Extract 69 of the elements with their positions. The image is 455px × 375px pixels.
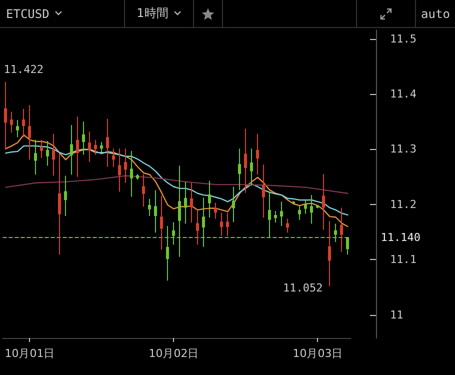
y-tick-label: 11.4 bbox=[390, 88, 417, 101]
candlestick bbox=[70, 124, 73, 176]
candlestick bbox=[310, 194, 313, 224]
candlestick bbox=[250, 148, 253, 186]
candlestick bbox=[190, 182, 193, 224]
candlestick bbox=[124, 148, 127, 184]
candlestick bbox=[220, 212, 223, 236]
candlestick bbox=[106, 118, 109, 168]
y-tick-label: 11 bbox=[390, 308, 404, 322]
candlestick bbox=[142, 174, 145, 208]
x-tick-label: 10月02日 bbox=[148, 347, 199, 360]
candlestick bbox=[76, 116, 79, 178]
candlestick bbox=[316, 204, 319, 209]
text: ETCUSD bbox=[5, 6, 50, 20]
candlestick bbox=[88, 131, 91, 162]
candlestick bbox=[196, 209, 199, 246]
y-tick-label: 11.1 bbox=[390, 253, 416, 266]
line-series bbox=[5, 134, 348, 228]
candlestick bbox=[274, 210, 277, 224]
candlestick bbox=[4, 81, 7, 150]
text: auto bbox=[420, 6, 451, 20]
candlestick bbox=[184, 181, 187, 224]
candlestick bbox=[118, 148, 121, 192]
line-series bbox=[5, 175, 348, 194]
candlestick bbox=[94, 139, 97, 156]
candlestick bbox=[148, 198, 151, 217]
candlestick bbox=[304, 200, 307, 214]
candlestick bbox=[28, 104, 31, 160]
candlestick bbox=[238, 148, 241, 191]
y-tick-label: 11.3 bbox=[390, 142, 416, 156]
candlestick bbox=[286, 218, 289, 234]
line-series bbox=[5, 145, 348, 216]
candlestick bbox=[328, 220, 331, 287]
candlestick bbox=[160, 195, 163, 250]
candlestick bbox=[262, 164, 265, 218]
candlestick bbox=[40, 139, 43, 159]
candlestick bbox=[64, 175, 67, 217]
y-tick-label: 11.2 bbox=[390, 198, 416, 211]
candlestick bbox=[208, 180, 211, 218]
candlestick bbox=[136, 174, 139, 180]
candlestick bbox=[244, 128, 247, 194]
candlestick bbox=[100, 142, 103, 152]
candlestick bbox=[82, 121, 85, 156]
ref-line-label: 11.140 bbox=[380, 231, 420, 244]
candlestick bbox=[232, 186, 235, 223]
candlestick bbox=[46, 140, 49, 166]
x-tick-label: 10月03日 bbox=[292, 347, 343, 360]
annotation: 11.422 bbox=[4, 62, 44, 76]
candlestick bbox=[226, 212, 229, 236]
candlestick bbox=[10, 111, 13, 134]
x-tick-label: 10月01日 bbox=[4, 347, 55, 360]
candlestick bbox=[298, 204, 301, 220]
candlestick bbox=[292, 200, 295, 205]
candlestick bbox=[214, 202, 217, 220]
candlestick bbox=[34, 139, 37, 176]
candlestick bbox=[112, 148, 115, 168]
candlestick bbox=[256, 133, 259, 176]
candlestick bbox=[130, 150, 133, 198]
candlestick bbox=[280, 201, 283, 226]
candlestick bbox=[22, 108, 25, 138]
candlestick bbox=[58, 153, 61, 256]
y-tick-label: 11.5 bbox=[390, 32, 416, 46]
annotation: 11.052 bbox=[282, 282, 323, 295]
candlestick bbox=[322, 174, 325, 230]
candlestick bbox=[154, 190, 157, 234]
candlestick bbox=[340, 207, 343, 252]
candlestick bbox=[16, 119, 19, 138]
candlestick bbox=[52, 133, 55, 176]
text: 1時間 bbox=[136, 5, 170, 22]
